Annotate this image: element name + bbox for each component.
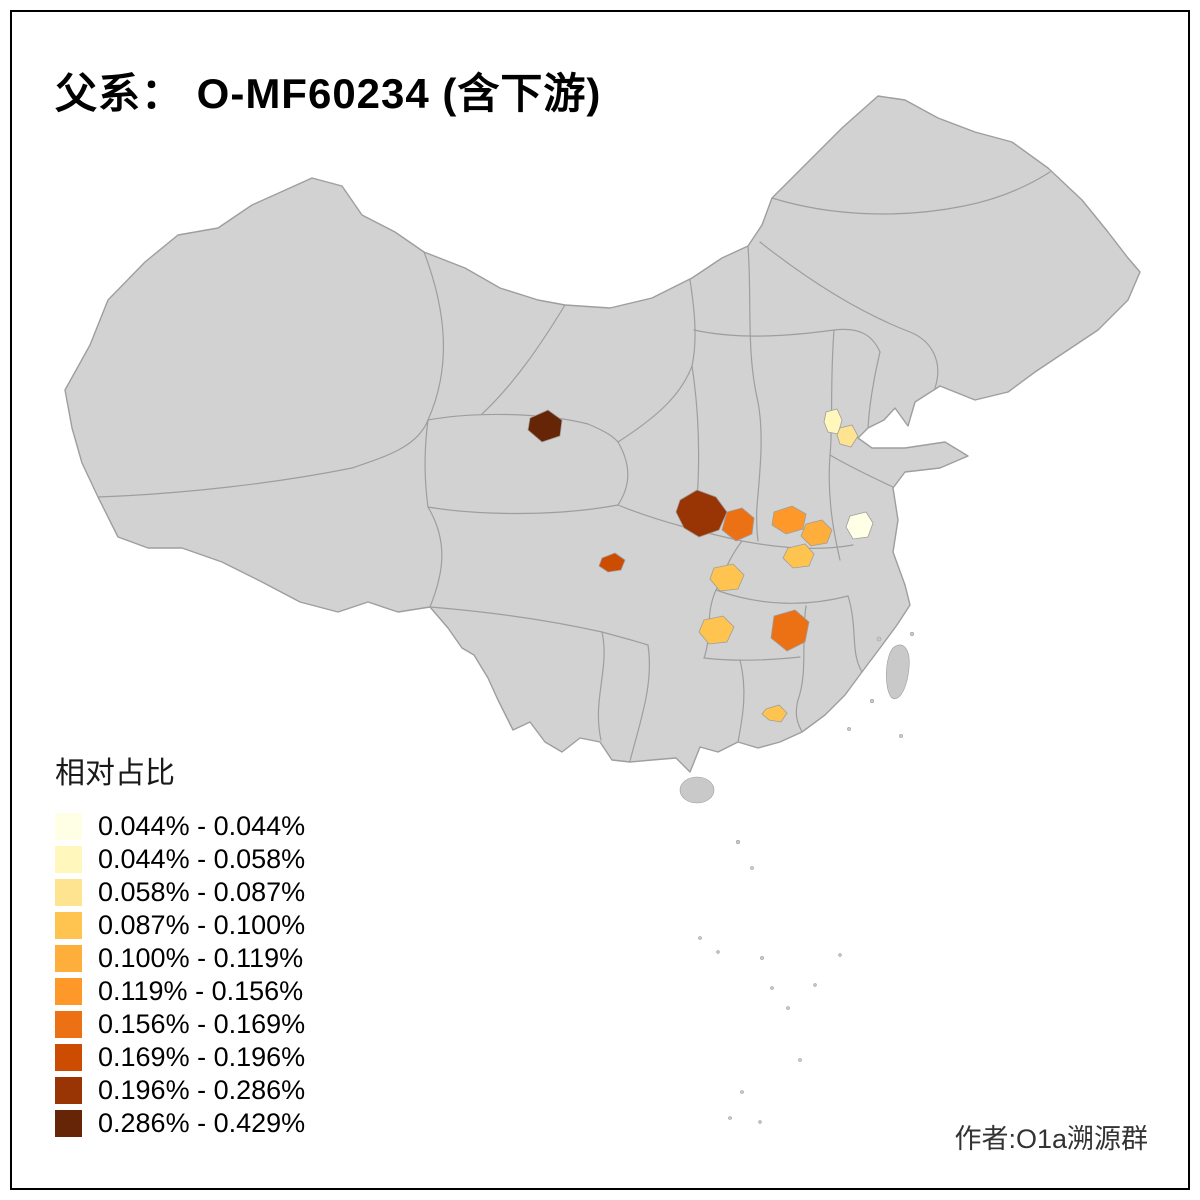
legend: 相对占比 0.044% - 0.044% 0.044% - 0.058% 0.0… xyxy=(55,748,305,1140)
legend-swatch xyxy=(55,978,82,1005)
legend-swatch xyxy=(55,1110,82,1137)
legend-label: 0.044% - 0.044% xyxy=(98,811,306,841)
legend-label: 0.044% - 0.058% xyxy=(98,844,306,874)
legend-label: 0.196% - 0.286% xyxy=(98,1075,306,1105)
map-region xyxy=(761,704,788,723)
mainland-outline xyxy=(64,95,1141,773)
map-region xyxy=(721,507,755,542)
legend-item: 0.196% - 0.286% xyxy=(55,1074,305,1107)
map-region xyxy=(836,424,859,448)
legend-swatch xyxy=(55,945,82,972)
legend-label: 0.119% - 0.156% xyxy=(98,976,304,1006)
legend-label: 0.156% - 0.169% xyxy=(98,1009,306,1039)
legend-item: 0.156% - 0.169% xyxy=(55,1008,305,1041)
map-region xyxy=(771,505,807,535)
legend-label: 0.058% - 0.087% xyxy=(98,877,306,907)
map-region xyxy=(845,511,874,540)
legend-item: 0.169% - 0.196% xyxy=(55,1041,305,1074)
legend-label: 0.087% - 0.100% xyxy=(98,910,306,940)
legend-swatch xyxy=(55,813,82,840)
page-title: 父系： O-MF60234 (含下游) xyxy=(55,70,602,117)
map-region xyxy=(675,489,728,538)
legend-item: 0.044% - 0.044% xyxy=(55,810,305,843)
taiwan-island xyxy=(886,644,910,699)
map-region xyxy=(527,409,563,443)
map-region xyxy=(770,609,810,652)
legend-item: 0.044% - 0.058% xyxy=(55,843,305,876)
highlighted-regions xyxy=(527,408,874,723)
legend-label: 0.100% - 0.119% xyxy=(98,943,304,973)
islands xyxy=(679,631,914,1124)
legend-swatch xyxy=(55,879,82,906)
legend-swatch xyxy=(55,1077,82,1104)
author-credit: 作者:O1a溯源群 xyxy=(954,1124,1148,1154)
legend-swatch xyxy=(55,912,82,939)
legend-item: 0.058% - 0.087% xyxy=(55,876,305,909)
legend-swatch xyxy=(55,1011,82,1038)
legend-label: 0.286% - 0.429% xyxy=(98,1108,306,1138)
legend-swatch xyxy=(55,1044,82,1071)
map-region xyxy=(598,552,626,573)
map-region xyxy=(709,563,745,592)
legend-title: 相对占比 xyxy=(55,757,175,790)
hainan-island xyxy=(679,776,715,804)
legend-item: 0.087% - 0.100% xyxy=(55,909,305,942)
legend-item: 0.119% - 0.156% xyxy=(55,975,305,1008)
map-region xyxy=(800,519,833,547)
legend-item: 0.100% - 0.119% xyxy=(55,942,305,975)
legend-label: 0.169% - 0.196% xyxy=(98,1042,306,1072)
map-region xyxy=(698,615,735,645)
legend-item: 0.286% - 0.429% xyxy=(55,1107,305,1140)
map-region xyxy=(782,543,815,569)
legend-swatch xyxy=(55,846,82,873)
